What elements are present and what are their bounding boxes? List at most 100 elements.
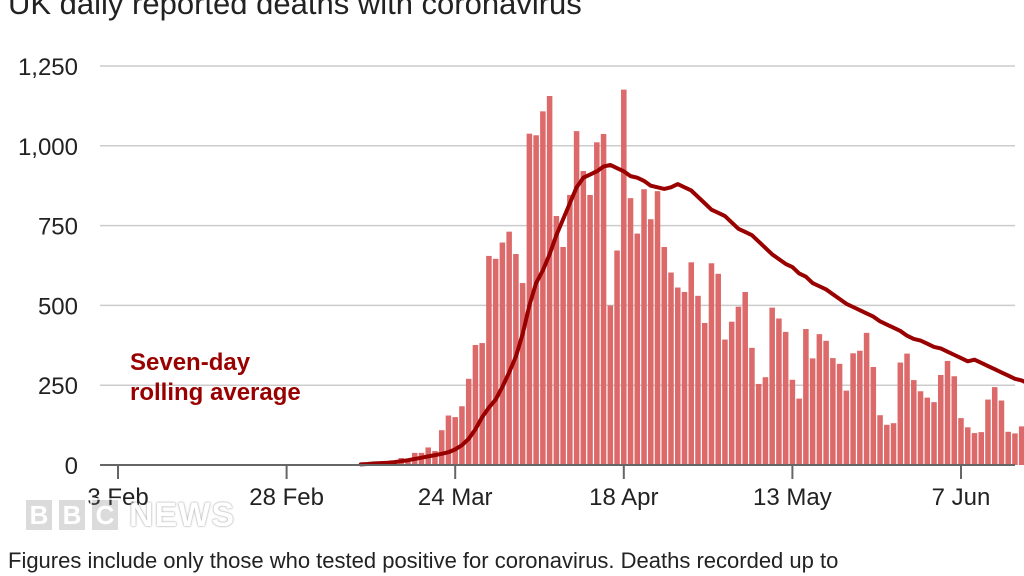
bar — [486, 255, 492, 465]
bar — [931, 402, 937, 465]
logo-letter-b2: B — [57, 498, 87, 532]
bar — [681, 291, 688, 465]
bar — [1012, 433, 1018, 465]
x-tick-label: 13 May — [753, 484, 832, 511]
bar — [472, 344, 479, 465]
bar — [661, 246, 668, 465]
bar — [789, 379, 796, 465]
bar — [958, 418, 964, 465]
bar — [654, 191, 661, 465]
bar — [1005, 431, 1011, 465]
bar — [951, 376, 958, 465]
bar — [843, 390, 850, 465]
bar — [924, 397, 931, 465]
bbc-news-logo: B B C NEWS — [24, 496, 235, 534]
bar — [567, 194, 573, 465]
bar — [715, 273, 721, 465]
bar — [594, 142, 600, 466]
bar — [971, 433, 978, 465]
bar — [499, 242, 506, 465]
bar — [587, 194, 593, 465]
bar — [904, 353, 910, 465]
bar — [627, 198, 634, 465]
bar — [769, 307, 775, 465]
bar — [991, 387, 998, 465]
footnote: Figures include only those who tested po… — [8, 548, 839, 573]
x-tick-label: 24 Mar — [418, 484, 493, 511]
bar — [445, 415, 452, 465]
bar — [674, 287, 681, 465]
bar — [857, 350, 863, 465]
bar — [506, 231, 512, 465]
rolling-average-series — [358, 162, 1024, 467]
bar — [776, 318, 782, 465]
bar — [823, 340, 829, 465]
bar — [938, 374, 944, 465]
bar — [479, 343, 485, 465]
x-tick-label: 18 Apr — [589, 484, 658, 511]
y-tick-label: 1,000 — [18, 134, 78, 161]
bar — [668, 272, 674, 465]
bar — [708, 263, 715, 465]
bar — [830, 358, 836, 465]
bar — [452, 417, 458, 465]
bar — [978, 432, 984, 465]
bar — [742, 291, 748, 465]
annotation: Seven-day rolling average — [130, 349, 301, 406]
bar — [917, 391, 924, 465]
bar — [964, 427, 971, 465]
y-tick-label: 0 — [65, 453, 78, 480]
bar — [809, 358, 816, 465]
bar — [735, 306, 742, 465]
y-tick-label: 250 — [38, 373, 78, 400]
bar — [897, 362, 904, 465]
bar — [701, 322, 708, 465]
bar — [850, 353, 856, 465]
y-tick-label: 1,250 — [18, 54, 78, 81]
bar — [519, 283, 526, 465]
bar — [728, 321, 735, 465]
y-tick-label: 750 — [38, 214, 78, 241]
bar — [621, 89, 627, 466]
bar — [911, 380, 917, 465]
bar — [614, 250, 620, 465]
bar — [492, 258, 499, 465]
bar — [998, 400, 1005, 465]
y-tick-label: 500 — [38, 293, 78, 320]
bar — [560, 246, 566, 465]
bar — [890, 423, 897, 465]
bar — [722, 339, 728, 465]
bar — [803, 329, 809, 465]
bar — [749, 347, 755, 465]
bar — [884, 424, 890, 465]
bar — [695, 295, 701, 465]
x-tick-label: 7 Jun — [932, 484, 991, 511]
bar-series — [358, 89, 1024, 466]
bar — [863, 332, 870, 465]
bar — [573, 131, 580, 465]
bar — [641, 189, 647, 465]
bar — [405, 460, 411, 465]
bar — [546, 96, 553, 465]
bar — [870, 367, 877, 465]
bar — [553, 216, 560, 465]
bar — [836, 363, 843, 465]
bar — [688, 262, 694, 465]
bar — [634, 233, 641, 465]
annotation-label: Seven-day — [130, 349, 251, 376]
logo-letter-c: C — [90, 498, 120, 532]
bar — [540, 111, 546, 465]
bar — [877, 415, 883, 465]
x-axis — [100, 464, 1015, 479]
logo-letter-b1: B — [24, 498, 54, 532]
chart-title: UK daily reported deaths with coronaviru… — [8, 0, 582, 21]
bar — [438, 430, 445, 465]
bar — [944, 360, 951, 465]
bar — [533, 135, 539, 465]
bar — [459, 406, 465, 465]
bar — [648, 219, 654, 465]
bar — [985, 399, 991, 465]
rolling-average-line — [358, 162, 1024, 467]
